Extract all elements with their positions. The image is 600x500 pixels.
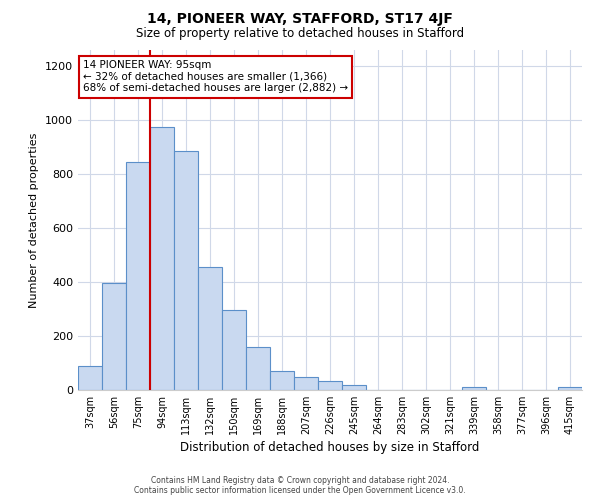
X-axis label: Distribution of detached houses by size in Stafford: Distribution of detached houses by size … bbox=[181, 441, 479, 454]
Bar bbox=[246, 347, 270, 390]
Text: 14, PIONEER WAY, STAFFORD, ST17 4JF: 14, PIONEER WAY, STAFFORD, ST17 4JF bbox=[147, 12, 453, 26]
Y-axis label: Number of detached properties: Number of detached properties bbox=[29, 132, 40, 308]
Bar bbox=[78, 366, 102, 390]
Bar bbox=[294, 376, 318, 390]
Bar bbox=[198, 267, 222, 390]
Bar bbox=[270, 371, 294, 390]
Text: Size of property relative to detached houses in Stafford: Size of property relative to detached ho… bbox=[136, 28, 464, 40]
Bar bbox=[174, 151, 198, 390]
Bar bbox=[222, 310, 246, 390]
Bar bbox=[558, 388, 582, 390]
Bar bbox=[462, 388, 486, 390]
Bar bbox=[150, 127, 174, 390]
Bar bbox=[318, 381, 342, 390]
Text: Contains HM Land Registry data © Crown copyright and database right 2024.
Contai: Contains HM Land Registry data © Crown c… bbox=[134, 476, 466, 495]
Bar bbox=[342, 385, 366, 390]
Bar bbox=[126, 162, 150, 390]
Text: 14 PIONEER WAY: 95sqm
← 32% of detached houses are smaller (1,366)
68% of semi-d: 14 PIONEER WAY: 95sqm ← 32% of detached … bbox=[83, 60, 348, 94]
Bar bbox=[102, 284, 126, 390]
